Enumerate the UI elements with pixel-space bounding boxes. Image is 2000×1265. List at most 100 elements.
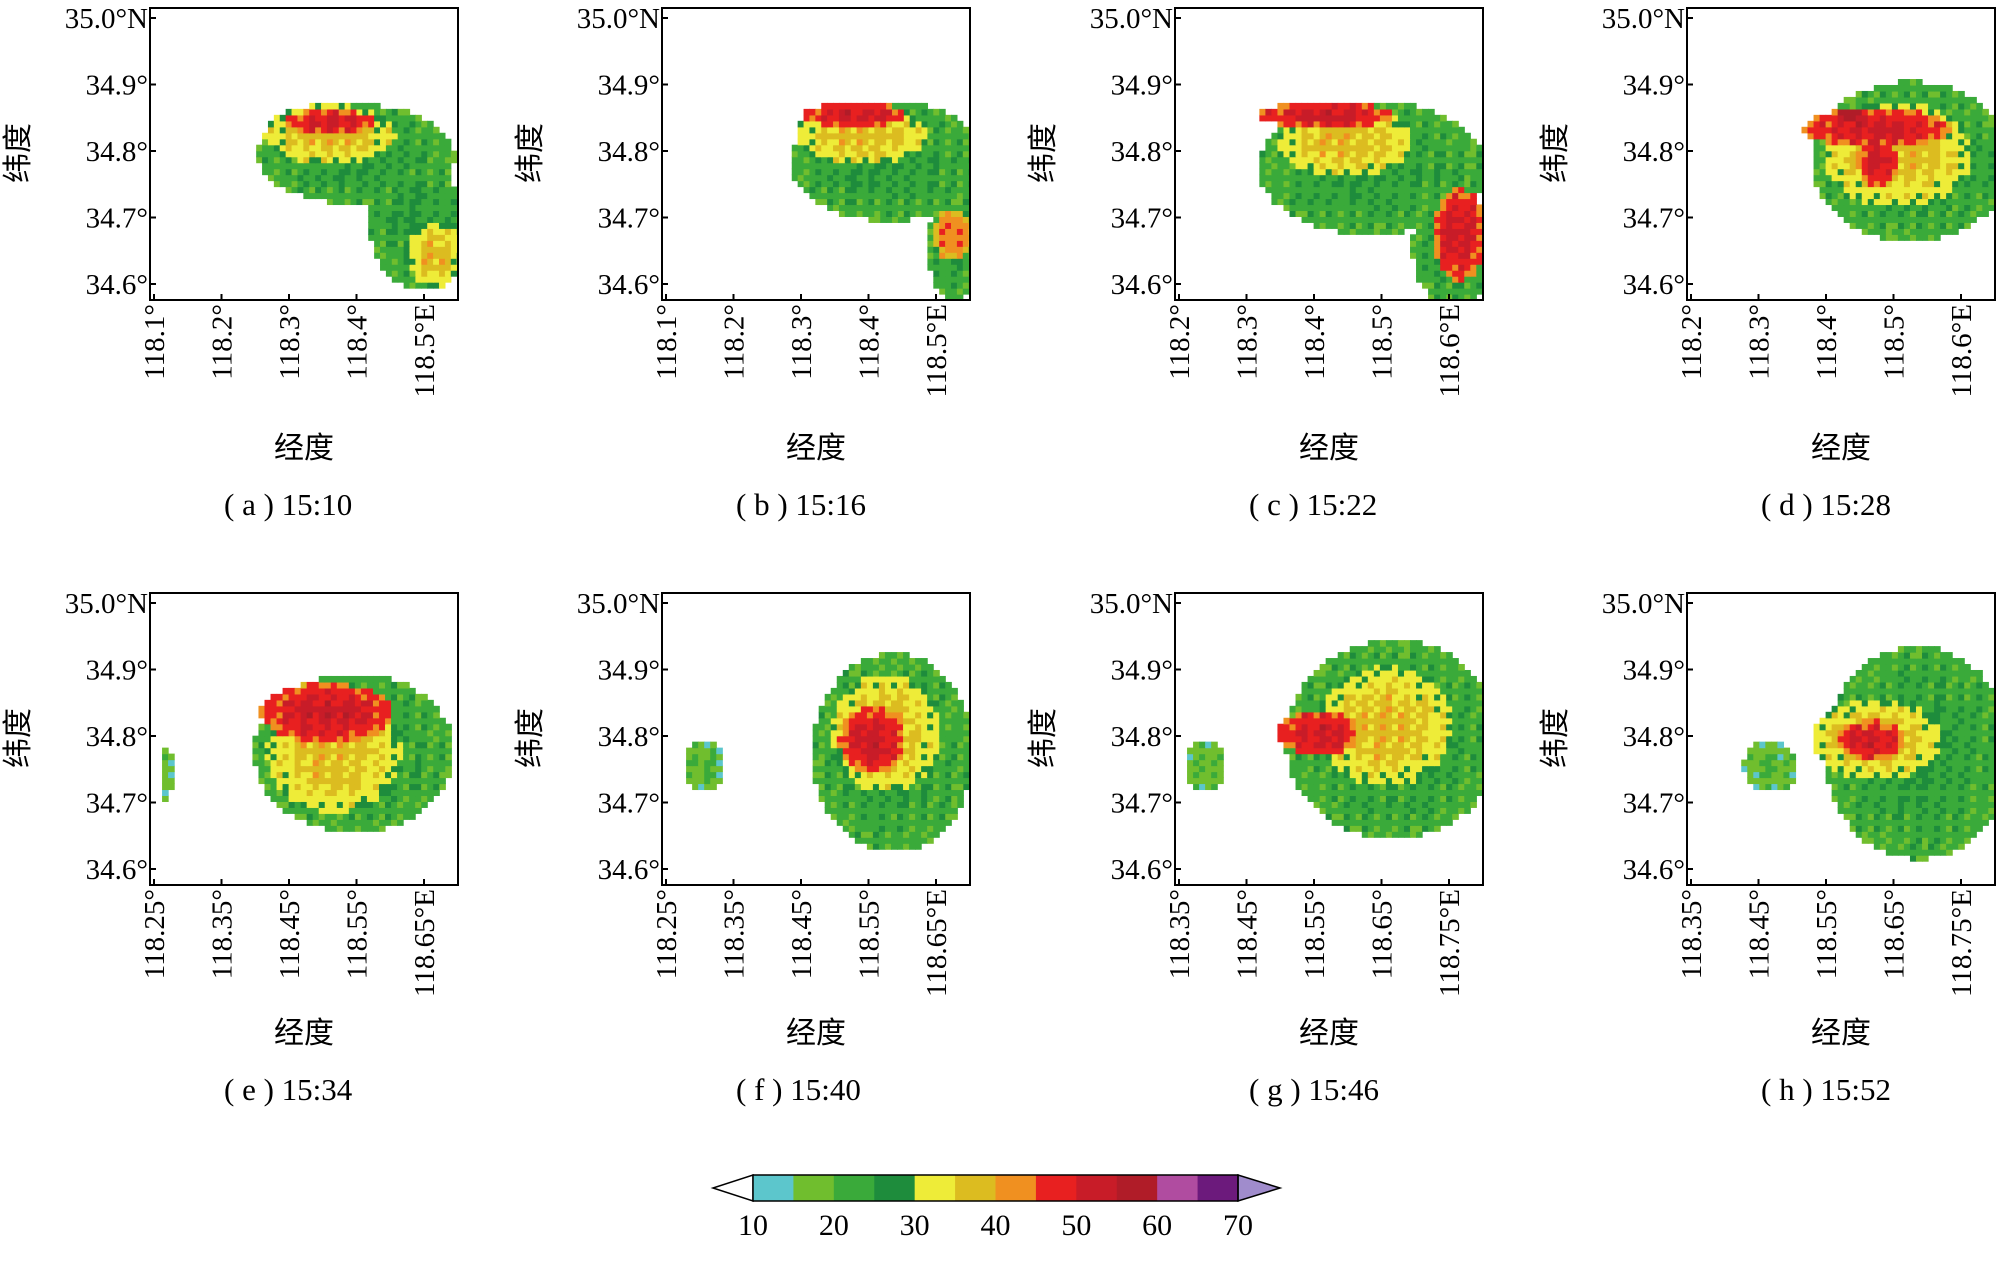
heatmap-cell bbox=[1410, 742, 1417, 749]
heatmap-cell bbox=[1398, 109, 1405, 116]
heatmap-cell bbox=[373, 712, 380, 719]
heatmap-cell bbox=[385, 813, 392, 820]
heatmap-cell bbox=[1838, 103, 1845, 110]
heatmap-cell bbox=[1458, 181, 1465, 188]
heatmap-cell bbox=[1892, 163, 1899, 170]
heatmap-cell bbox=[1302, 192, 1309, 199]
heatmap-cell bbox=[909, 688, 916, 695]
heatmap-cell bbox=[367, 795, 374, 802]
heatmap-cell bbox=[1302, 103, 1309, 110]
heatmap-a bbox=[256, 103, 463, 289]
heatmap-cell bbox=[1470, 264, 1477, 271]
heatmap-cell bbox=[927, 252, 933, 259]
heatmap-cell bbox=[837, 777, 844, 784]
heatmap-cell bbox=[321, 169, 327, 176]
heatmap-cell bbox=[1832, 181, 1839, 188]
heatmap-cell bbox=[1271, 192, 1278, 199]
heatmap-cell bbox=[403, 712, 410, 719]
heatmap-cell bbox=[1398, 222, 1405, 229]
heatmap-cell bbox=[1332, 115, 1339, 122]
heatmap-cell bbox=[1380, 742, 1387, 749]
heatmap-cell bbox=[1205, 742, 1212, 749]
heatmap-cell bbox=[433, 216, 439, 223]
heatmap-cell bbox=[1964, 181, 1971, 188]
heatmap-cell bbox=[945, 772, 952, 779]
heatmap-cell bbox=[957, 139, 963, 146]
heatmap-cell bbox=[1380, 754, 1387, 761]
heatmap-cell bbox=[1338, 187, 1345, 194]
x-tick-label: 118.25° bbox=[139, 889, 171, 979]
heatmap-cell bbox=[885, 688, 892, 695]
heatmap-cell bbox=[1374, 192, 1381, 199]
heatmap-cell bbox=[897, 813, 904, 820]
heatmap-cell bbox=[915, 742, 922, 749]
heatmap-cell bbox=[343, 724, 350, 731]
heatmap-cell bbox=[289, 742, 296, 749]
heatmap-cell bbox=[1350, 187, 1357, 194]
heatmap-cell bbox=[1952, 216, 1959, 223]
heatmap-cell bbox=[380, 192, 386, 199]
heatmap-cell bbox=[1446, 192, 1453, 199]
heatmap-cell bbox=[1464, 157, 1471, 164]
heatmap-cell bbox=[1356, 175, 1363, 182]
heatmap-cell bbox=[1856, 192, 1863, 199]
heatmap-cell bbox=[874, 163, 880, 170]
heatmap-cell bbox=[833, 163, 839, 170]
heatmap-cell bbox=[349, 789, 356, 796]
heatmap-cell bbox=[927, 210, 933, 217]
heatmap-cell bbox=[904, 216, 910, 223]
heatmap-cell bbox=[945, 282, 951, 289]
heatmap-cell bbox=[1862, 198, 1869, 205]
heatmap-cell bbox=[367, 700, 374, 707]
heatmap-cell bbox=[289, 718, 296, 725]
heatmap-cell bbox=[415, 795, 422, 802]
heatmap-cell bbox=[951, 688, 958, 695]
heatmap-cell bbox=[1826, 169, 1833, 176]
heatmap-cell bbox=[1386, 181, 1393, 188]
heatmap-cell bbox=[1283, 109, 1290, 116]
heatmap-cell bbox=[1392, 103, 1399, 110]
heatmap-cell bbox=[1362, 115, 1369, 122]
heatmap-cell bbox=[1277, 115, 1284, 122]
heatmap-cell bbox=[433, 192, 439, 199]
heatmap-cell bbox=[1850, 181, 1857, 188]
heatmap-cell bbox=[373, 825, 380, 832]
heatmap-cell bbox=[1386, 754, 1393, 761]
heatmap-cell bbox=[957, 222, 963, 229]
heatmap-cell bbox=[939, 187, 945, 194]
heatmap-cell bbox=[380, 157, 386, 164]
heatmap-cell bbox=[1916, 85, 1923, 92]
heatmap-cell bbox=[356, 181, 362, 188]
heatmap-cell bbox=[385, 783, 392, 790]
heatmap-cell bbox=[879, 652, 886, 659]
heatmap-cell bbox=[1356, 216, 1363, 223]
heatmap-cell bbox=[1976, 175, 1983, 182]
heatmap-cell bbox=[391, 700, 398, 707]
heatmap-cell bbox=[921, 682, 928, 689]
heatmap-cell bbox=[1868, 91, 1875, 98]
heatmap-cell bbox=[343, 712, 350, 719]
heatmap-cell bbox=[325, 688, 332, 695]
heatmap-cell bbox=[433, 252, 439, 259]
heatmap-cell bbox=[849, 754, 856, 761]
heatmap-cell bbox=[427, 712, 434, 719]
heatmap-cell bbox=[397, 700, 404, 707]
heatmap-cell bbox=[439, 187, 445, 194]
heatmap-cell bbox=[380, 181, 386, 188]
heatmap-cell bbox=[910, 187, 916, 194]
heatmap-cell bbox=[1398, 139, 1405, 146]
heatmap-cell bbox=[355, 777, 362, 784]
heatmap-cell bbox=[1940, 198, 1947, 205]
heatmap-cell bbox=[368, 121, 374, 128]
heatmap-cell bbox=[380, 175, 386, 182]
heatmap-cell bbox=[1422, 228, 1429, 235]
heatmap-cell bbox=[1838, 163, 1845, 170]
heatmap-cell bbox=[345, 115, 351, 122]
heatmap-cell bbox=[957, 801, 964, 808]
heatmap-cell bbox=[910, 157, 916, 164]
heatmap-cell bbox=[1386, 145, 1393, 152]
heatmap-cell bbox=[821, 103, 827, 110]
heatmap-cell bbox=[398, 145, 404, 152]
heatmap-cell bbox=[798, 121, 804, 128]
heatmap-cell bbox=[1826, 157, 1833, 164]
